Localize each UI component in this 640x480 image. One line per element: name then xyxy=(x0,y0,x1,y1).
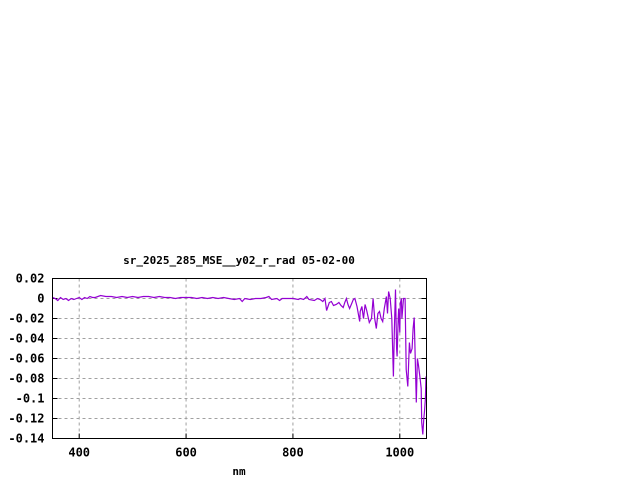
x-tick-label: 400 xyxy=(68,446,90,460)
chart-title: sr_2025_285_MSE__y02_r_rad 05-02-00 xyxy=(123,254,355,267)
y-tick-label: -0.12 xyxy=(8,412,44,426)
y-tick-label: -0.02 xyxy=(8,312,44,326)
plot-border xyxy=(52,278,427,439)
grid xyxy=(52,278,427,439)
x-tick-label: 800 xyxy=(282,446,304,460)
y-tick-label: -0.06 xyxy=(8,352,44,366)
y-tick-label: 0.02 xyxy=(16,272,45,286)
y-tick-label: -0.08 xyxy=(8,372,44,386)
x-axis: 400 600 800 1000 xyxy=(68,433,414,460)
y-tick-label: 0 xyxy=(37,292,44,306)
y-axis: 0.02 0 -0.02 -0.04 -0.06 -0.08 -0.1 -0.12 -0.14 xyxy=(8,272,427,446)
x-tick-label: 600 xyxy=(175,446,197,460)
x-tick-label: 1000 xyxy=(385,446,414,460)
series-line xyxy=(52,289,428,435)
y-tick-label: -0.04 xyxy=(8,332,44,346)
y-tick-label: -0.14 xyxy=(8,432,44,446)
y-tick-label: -0.1 xyxy=(16,392,45,406)
x-axis-label: nm xyxy=(232,465,246,478)
